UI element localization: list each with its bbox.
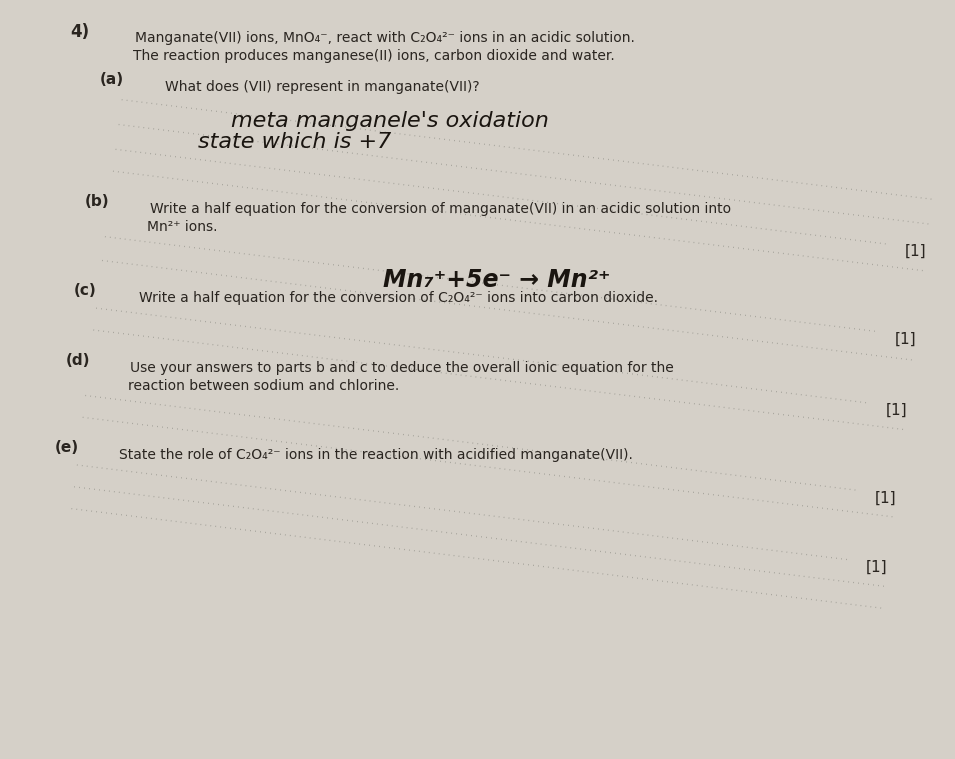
Text: Manganate(VII) ions, MnO₄⁻, react with C₂O₄²⁻ ions in an acidic solution.: Manganate(VII) ions, MnO₄⁻, react with C… xyxy=(136,31,635,45)
Text: Mn₇⁺+5e⁻ → Mn²⁺: Mn₇⁺+5e⁻ → Mn²⁺ xyxy=(383,268,610,292)
Text: 4): 4) xyxy=(71,23,90,41)
Text: State the role of C₂O₄²⁻ ions in the reaction with acidified manganate(VII).: State the role of C₂O₄²⁻ ions in the rea… xyxy=(119,448,633,462)
Text: Mn²⁺ ions.: Mn²⁺ ions. xyxy=(147,219,218,234)
Text: Write a half equation for the conversion of manganate(VII) in an acidic solution: Write a half equation for the conversion… xyxy=(150,202,731,216)
Text: [1]: [1] xyxy=(894,332,916,347)
Text: (a): (a) xyxy=(100,72,124,87)
Text: The reaction produces manganese(II) ions, carbon dioxide and water.: The reaction produces manganese(II) ions… xyxy=(133,49,615,63)
Text: (e): (e) xyxy=(54,440,79,455)
Text: (c): (c) xyxy=(74,283,96,298)
Text: [1]: [1] xyxy=(905,244,926,260)
Text: (d): (d) xyxy=(66,353,90,368)
Text: [1]: [1] xyxy=(875,490,897,505)
Text: What does (VII) represent in manganate(VII)?: What does (VII) represent in manganate(V… xyxy=(164,80,479,94)
Text: Use your answers to parts b and c to deduce the overall ionic equation for the: Use your answers to parts b and c to ded… xyxy=(130,361,674,375)
Text: [1]: [1] xyxy=(866,560,888,575)
Text: (b): (b) xyxy=(85,194,110,209)
Text: [1]: [1] xyxy=(885,403,907,418)
Text: meta manganele's oxidation: meta manganele's oxidation xyxy=(231,111,549,131)
Text: state which is +7: state which is +7 xyxy=(199,132,392,153)
Text: reaction between sodium and chlorine.: reaction between sodium and chlorine. xyxy=(128,379,399,392)
Text: Write a half equation for the conversion of C₂O₄²⁻ ions into carbon dioxide.: Write a half equation for the conversion… xyxy=(138,291,658,305)
